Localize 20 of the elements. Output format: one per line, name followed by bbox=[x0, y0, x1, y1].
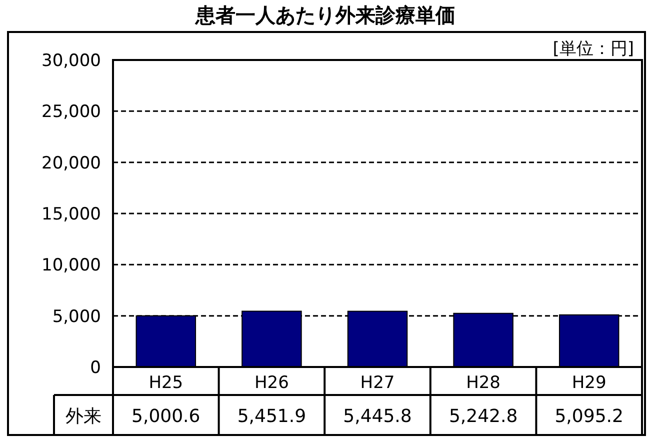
ytick: 25,000 bbox=[42, 102, 101, 122]
category: H27 bbox=[360, 373, 395, 393]
ytick: 15,000 bbox=[42, 204, 101, 224]
title: 患者一人あたり外来診療単価 bbox=[196, 3, 456, 27]
category: H29 bbox=[572, 373, 606, 393]
value-label: 5,451.9 bbox=[237, 406, 306, 427]
category: H26 bbox=[254, 373, 289, 393]
category: H25 bbox=[148, 373, 184, 393]
ytick: 20,000 bbox=[42, 153, 101, 174]
ytick: 0 bbox=[90, 358, 101, 378]
value-label: 5,095.2 bbox=[554, 406, 624, 427]
value-label: 5,000.6 bbox=[132, 406, 200, 427]
annotation: [単位：円] bbox=[552, 39, 634, 59]
value-label: 5,242.8 bbox=[448, 406, 518, 427]
ytick: 30,000 bbox=[42, 51, 101, 71]
value-label: 5,445.8 bbox=[343, 406, 412, 427]
category: H28 bbox=[466, 373, 500, 393]
ytick: 5,000 bbox=[52, 306, 101, 327]
ytick: 10,000 bbox=[42, 256, 101, 276]
series-name: 外来 bbox=[66, 406, 102, 427]
